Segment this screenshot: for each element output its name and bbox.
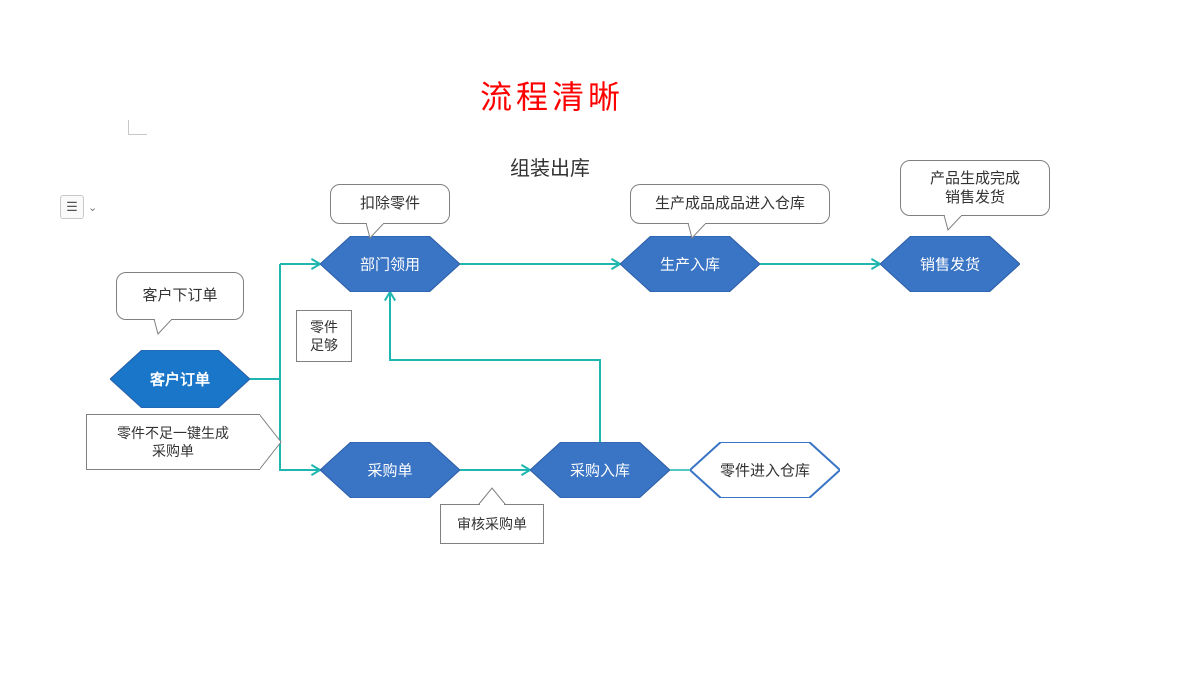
note-n_audit-arrow	[477, 487, 507, 505]
callout-c_order: 客户下订单	[116, 272, 244, 320]
callout-c_ship-tail	[942, 215, 964, 231]
node-prodin: 生产入库	[620, 236, 760, 292]
node-dept: 部门领用	[320, 236, 460, 292]
node-poin: 采购入库	[530, 442, 670, 498]
callout-c_dept: 扣除零件	[330, 184, 450, 224]
node-order: 客户订单	[110, 350, 250, 408]
note-n_short: 零件不足一键生成 采购单	[86, 414, 260, 470]
note-n_short-arrow	[259, 414, 283, 470]
node-ship: 销售发货	[880, 236, 1020, 292]
edge-e1	[250, 264, 280, 379]
diagram-subtitle: 组装出库	[510, 152, 590, 181]
edge-e7	[390, 292, 600, 442]
callout-c_ship: 产品生成完成 销售发货	[900, 160, 1050, 216]
crop-mark	[128, 120, 147, 135]
chevron-down-icon[interactable]: ⌄	[88, 201, 97, 214]
diagram-title: 流程清晰	[480, 72, 624, 118]
callout-c_dept-tail	[364, 223, 386, 239]
list-icon[interactable]: ☰	[60, 195, 84, 219]
node-po: 采购单	[320, 442, 460, 498]
callout-c_prodin-tail	[686, 223, 708, 239]
callout-c_prodin: 生产成品成品进入仓库	[630, 184, 830, 224]
flowchart-canvas: 流程清晰 组装出库 ☰ ⌄ 客户订单 部门领用采购单 采购入库 生产入库 销售发货零件进…	[0, 0, 1190, 688]
edge-e3	[280, 379, 320, 470]
note-n_enough: 零件 足够	[296, 310, 352, 362]
node-parts: 零件进入仓库	[690, 442, 840, 498]
note-n_audit: 审核采购单	[440, 504, 544, 544]
small-toolbar: ☰ ⌄	[60, 195, 97, 219]
callout-c_order-tail	[152, 319, 174, 335]
